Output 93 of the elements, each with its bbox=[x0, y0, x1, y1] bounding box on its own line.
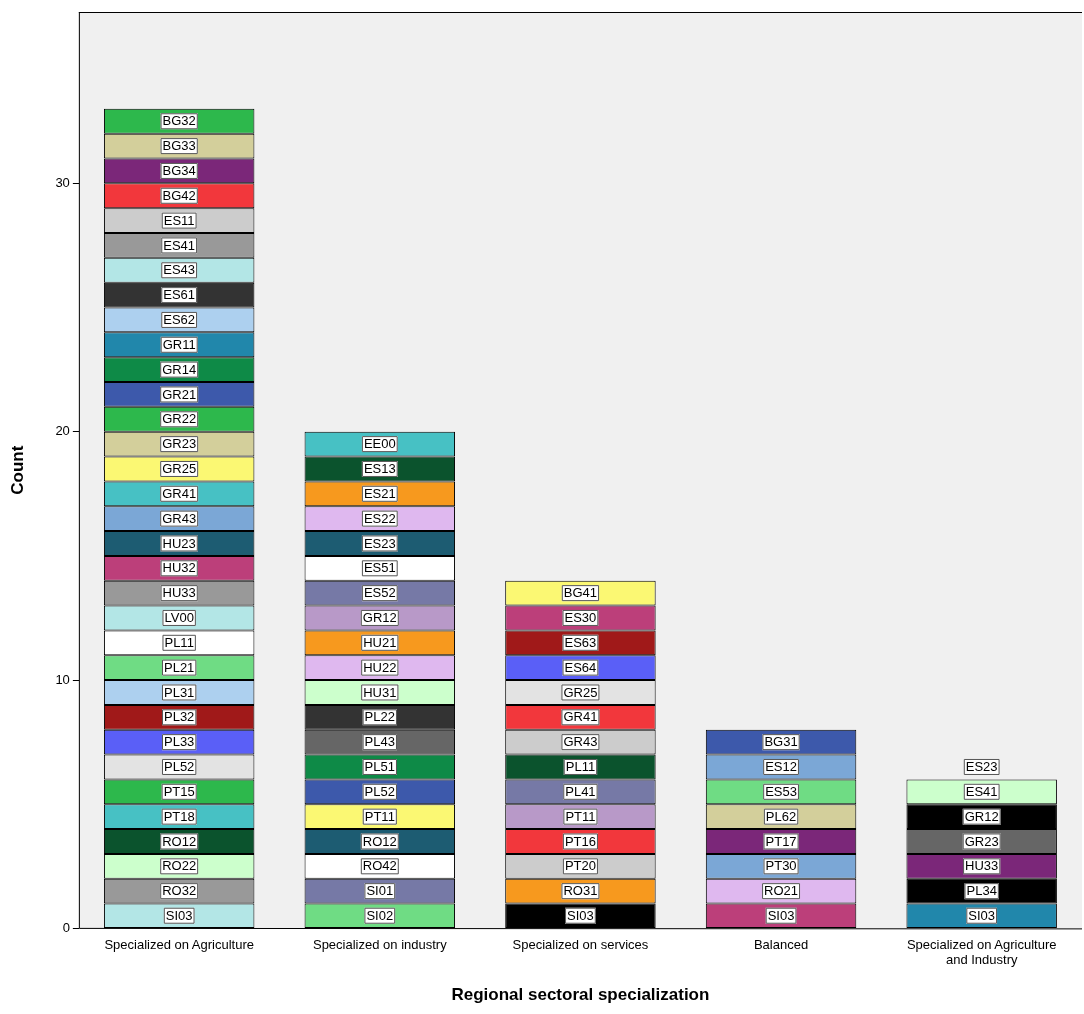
data-label: PL51 bbox=[364, 759, 395, 775]
data-label: ES23 bbox=[363, 535, 396, 551]
data-label: BG41 bbox=[563, 585, 598, 601]
y-tick-label: 0 bbox=[62, 919, 70, 935]
data-label: ES63 bbox=[564, 634, 597, 650]
data-label: ES30 bbox=[564, 610, 597, 626]
data-label: RO42 bbox=[362, 858, 397, 874]
data-label: ES52 bbox=[363, 585, 396, 601]
data-label: LV00 bbox=[164, 610, 194, 626]
data-label: ES12 bbox=[765, 759, 797, 775]
x-tick-label: Specialized on industry bbox=[312, 936, 448, 952]
data-label: EE00 bbox=[363, 436, 396, 452]
data-label: PT16 bbox=[564, 833, 596, 849]
data-label: PL41 bbox=[565, 783, 596, 799]
data-label: ES22 bbox=[363, 510, 396, 526]
data-label: GR23 bbox=[964, 833, 999, 849]
data-label: ES64 bbox=[564, 659, 597, 675]
data-label: RO22 bbox=[162, 858, 197, 874]
data-label: ES61 bbox=[163, 287, 196, 303]
data-label: PL22 bbox=[364, 709, 395, 725]
data-label: PT11 bbox=[565, 808, 596, 824]
data-label: GR25 bbox=[563, 684, 598, 700]
data-label: PT11 bbox=[364, 808, 395, 824]
data-label: GR41 bbox=[563, 709, 598, 725]
data-label: HU33 bbox=[965, 858, 999, 874]
data-label: SI03 bbox=[165, 907, 193, 923]
data-label: SI03 bbox=[968, 907, 996, 923]
data-label: RO32 bbox=[162, 883, 197, 899]
data-label: PL62 bbox=[765, 808, 797, 824]
data-label: RO12 bbox=[162, 833, 197, 849]
data-label: GR14 bbox=[162, 361, 197, 377]
data-label: PL52 bbox=[364, 783, 395, 799]
data-label: HU22 bbox=[363, 659, 397, 675]
data-label: HU23 bbox=[162, 535, 196, 551]
data-label: PL32 bbox=[163, 709, 195, 725]
data-label: PT18 bbox=[163, 808, 195, 824]
data-label: HU33 bbox=[162, 585, 196, 601]
data-label: ES53 bbox=[765, 783, 797, 799]
data-label: GR11 bbox=[162, 336, 196, 352]
data-label: RO12 bbox=[362, 833, 397, 849]
annotation: ES23 bbox=[965, 759, 998, 775]
data-label: PL34 bbox=[966, 883, 997, 899]
data-label: ES41 bbox=[163, 237, 196, 253]
data-label: HU21 bbox=[363, 634, 397, 650]
data-label: PT20 bbox=[564, 858, 596, 874]
data-label: GR12 bbox=[362, 610, 397, 626]
data-label: ES11 bbox=[163, 212, 195, 228]
y-axis-title: Count bbox=[7, 445, 27, 495]
data-label: GR12 bbox=[964, 808, 999, 824]
data-label: PL52 bbox=[163, 759, 195, 775]
data-label: BG34 bbox=[162, 163, 196, 179]
data-label: SI03 bbox=[567, 907, 594, 923]
y-tick-label: 30 bbox=[55, 174, 70, 190]
x-axis-title: Regional sectoral specialization bbox=[451, 985, 710, 1005]
data-label: PT15 bbox=[163, 783, 195, 799]
data-label: GR41 bbox=[162, 485, 197, 501]
data-label: ES21 bbox=[363, 485, 396, 501]
data-label: GR21 bbox=[162, 386, 197, 402]
data-label: ES41 bbox=[965, 783, 998, 799]
data-label: HU31 bbox=[363, 684, 397, 700]
data-label: PL33 bbox=[163, 734, 195, 750]
data-label: PL11 bbox=[164, 634, 194, 650]
data-label: GR22 bbox=[162, 411, 197, 427]
data-label: BG32 bbox=[162, 113, 196, 129]
data-label: RO21 bbox=[764, 883, 799, 899]
x-tick-label: Balanced bbox=[753, 936, 809, 952]
data-label: PL31 bbox=[163, 684, 195, 700]
x-tick-label: Specialized on Agriculture bbox=[104, 936, 254, 952]
data-label: GR23 bbox=[162, 436, 197, 452]
data-label: RO31 bbox=[563, 883, 598, 899]
data-label: ES43 bbox=[163, 262, 196, 278]
y-tick-label: 10 bbox=[55, 671, 70, 687]
data-label: ES62 bbox=[163, 312, 196, 328]
x-tick-label: Specialized on Agriculture and Industry bbox=[906, 936, 1057, 968]
data-label: SI03 bbox=[767, 907, 795, 923]
data-label: PL11 bbox=[565, 759, 596, 775]
y-tick-label: 20 bbox=[55, 423, 70, 439]
data-label: ES13 bbox=[363, 461, 396, 477]
data-label: GR43 bbox=[162, 510, 197, 526]
data-label: PL21 bbox=[163, 659, 195, 675]
data-label: ES51 bbox=[363, 560, 396, 576]
data-label: BG31 bbox=[764, 734, 798, 750]
data-label: SI02 bbox=[366, 907, 394, 923]
data-label: BG33 bbox=[162, 138, 196, 154]
data-label: PL43 bbox=[364, 734, 395, 750]
x-tick-label: Specialized on services bbox=[512, 936, 649, 952]
data-label: PT17 bbox=[765, 833, 797, 849]
data-label: GR43 bbox=[563, 734, 598, 750]
data-label: PT30 bbox=[765, 858, 797, 874]
data-label: GR25 bbox=[162, 461, 197, 477]
data-label: BG42 bbox=[162, 187, 196, 203]
data-label: SI01 bbox=[366, 883, 394, 899]
data-label: HU32 bbox=[162, 560, 196, 576]
